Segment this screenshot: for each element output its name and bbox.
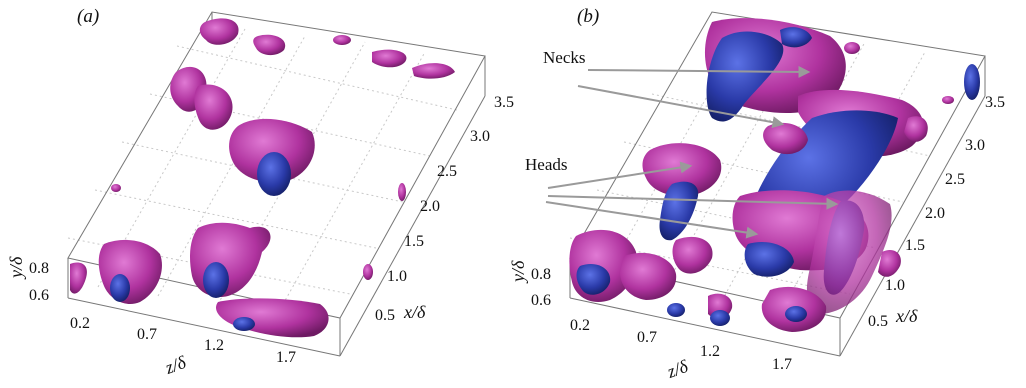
panel-a-x-tick: 0.5 <box>375 307 395 324</box>
panel-b-structure <box>672 236 713 274</box>
panel-b-x-tick: 2.5 <box>945 171 965 188</box>
panel-b-x-tick: 1.0 <box>885 277 905 294</box>
panel-a-structure <box>203 262 229 298</box>
panel-b-structure <box>844 42 860 54</box>
panel-b-z-tick: 0.2 <box>570 317 590 334</box>
panel-b-structures <box>569 18 980 332</box>
panel-b-structure <box>710 310 730 326</box>
panel-b-structure <box>780 27 812 48</box>
panel-a-structure <box>111 184 121 192</box>
panel-b-box <box>569 11 986 357</box>
panel-a-z-axis-label: z/δ <box>162 352 190 378</box>
panel-a-structure <box>194 84 233 130</box>
heads-label: Heads <box>525 155 567 174</box>
panel-b-label: (b) <box>577 6 600 27</box>
panel-b-structure <box>576 263 611 295</box>
panel-b-z-axis-label: z/δ <box>664 356 692 382</box>
panel-a-x-tick: 1.5 <box>404 233 424 250</box>
panel-b-structure <box>744 242 794 277</box>
panel-a-structure <box>372 49 407 68</box>
panel-a: 0.5 1.0 1.5 2.0 2.5 3.0 3.5 0.2 0.7 1.2 … <box>6 11 514 378</box>
panel-a-structure <box>229 118 315 183</box>
panel-b-structure <box>620 252 677 300</box>
panel-b-y-tick: 0.8 <box>531 266 551 283</box>
heads-arrow <box>545 201 759 239</box>
panel-a-structure <box>363 264 373 280</box>
panel-a-box <box>67 11 486 357</box>
panel-a-structure <box>216 298 329 338</box>
panel-a-y-tick: 0.8 <box>29 260 49 277</box>
panel-a-y-axis-label: y/δ <box>6 256 26 280</box>
panel-a-x-axis-label: x/δ <box>403 302 426 322</box>
panel-b-structure <box>667 303 685 317</box>
panel-a-x-tick: 3.5 <box>494 94 514 111</box>
panel-a-z-tick: 0.2 <box>70 315 90 332</box>
panel-a-structure <box>253 34 286 56</box>
panel-a-structure <box>98 239 162 305</box>
panel-b-x-tick: 1.5 <box>905 237 925 254</box>
panel-a-structure <box>398 183 406 201</box>
panel-b-y-tick: 0.6 <box>531 292 551 309</box>
panel-b-structure <box>942 96 954 104</box>
panel-a-y-tick: 0.6 <box>29 287 49 304</box>
necks-arrow <box>577 85 785 129</box>
panel-b-structure <box>806 190 892 314</box>
panel-a-x-tick: 1.0 <box>387 268 407 285</box>
panel-b-structure <box>785 306 807 322</box>
panel-b-structure <box>878 249 901 277</box>
panel-b-x-tick: 0.5 <box>868 313 888 330</box>
necks-label: Necks <box>543 48 585 67</box>
panel-a-label: (a) <box>77 6 100 27</box>
panel-b-x-axis-label: x/δ <box>895 306 918 326</box>
panel-b-x-tick: 2.0 <box>925 205 945 222</box>
panel-a-z-tick: 1.7 <box>276 349 296 366</box>
panel-b-z-tick: 1.2 <box>700 343 720 360</box>
panel-b: Necks Heads 0.5 1.0 1.5 2.0 2.5 3.0 3.5 … <box>508 11 1005 382</box>
panel-a-structure <box>233 317 255 331</box>
panel-b-arrows <box>545 65 839 239</box>
panel-b-x-tick: 3.5 <box>985 94 1005 111</box>
panel-b-y-axis-label: y/δ <box>508 260 528 284</box>
panel-a-structure <box>70 262 87 294</box>
necks-arrow <box>587 65 811 78</box>
panel-a-structure <box>199 18 239 45</box>
panel-a-z-tick: 1.2 <box>204 337 224 354</box>
panel-a-x-tick: 2.5 <box>437 163 457 180</box>
panel-b-structure <box>904 116 928 142</box>
panel-b-structure <box>964 64 980 100</box>
panel-b-z-tick: 0.7 <box>637 329 657 346</box>
panel-a-x-tick: 3.0 <box>470 128 490 145</box>
panel-a-structure <box>190 222 271 298</box>
panel-a-structures <box>70 18 455 338</box>
panel-a-x-tick: 2.0 <box>420 198 440 215</box>
heads-arrow <box>547 195 839 210</box>
heads-arrow <box>547 161 693 189</box>
panel-b-z-tick: 1.7 <box>772 356 792 373</box>
panel-a-z-tick: 0.7 <box>137 326 157 343</box>
panel-a-structure <box>257 152 291 196</box>
panel-a-structure <box>110 274 130 302</box>
panel-b-structure <box>706 31 784 122</box>
panel-a-structure <box>333 35 351 45</box>
panel-b-x-tick: 3.0 <box>965 137 985 154</box>
panel-b-structure <box>763 122 808 155</box>
panel-a-structure <box>412 63 455 79</box>
panel-b-structure <box>659 181 699 241</box>
